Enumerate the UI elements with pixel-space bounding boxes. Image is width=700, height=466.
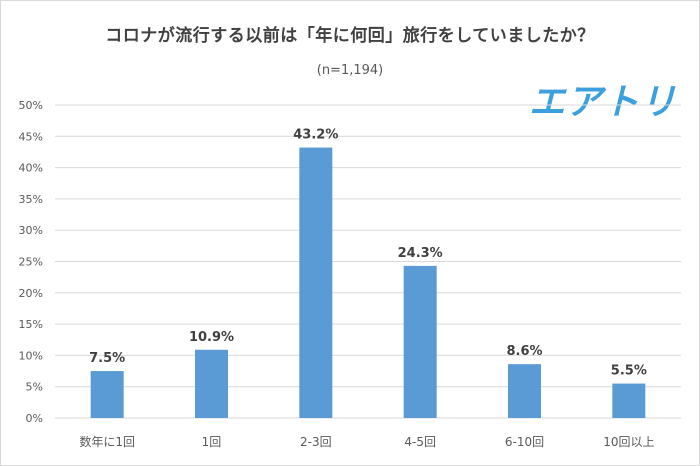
y-tick-label: 20% xyxy=(19,287,43,300)
bar xyxy=(612,383,646,418)
gridlines xyxy=(55,104,681,419)
bar xyxy=(90,371,124,418)
bar xyxy=(195,349,228,418)
y-tick-label: 35% xyxy=(19,193,43,206)
category-label: 2-3回 xyxy=(300,435,332,449)
data-label: 43.2% xyxy=(293,128,338,143)
y-tick-label: 30% xyxy=(19,224,43,237)
y-tick-label: 15% xyxy=(19,318,43,331)
category-label: 4-5回 xyxy=(404,435,436,449)
bars xyxy=(90,147,646,418)
bar xyxy=(403,265,437,418)
y-tick-label: 5% xyxy=(26,381,43,394)
category-label: 10回以上 xyxy=(603,435,654,449)
y-tick-label: 25% xyxy=(19,256,43,269)
y-tick-label: 10% xyxy=(19,349,43,362)
chart-title: コロナが流行する以前は「年に何回」旅行をしていましたか？ xyxy=(105,26,595,46)
data-label: 24.3% xyxy=(398,246,443,261)
chart-subtitle: (n=1,194) xyxy=(316,63,384,78)
data-label: 7.5% xyxy=(89,351,125,366)
y-tick-label: 50% xyxy=(19,99,43,112)
category-label: 数年に1回 xyxy=(79,434,135,449)
data-labels: 7.5% 10.9% 43.2% 24.3% 8.6% 5.5% xyxy=(89,128,647,379)
y-axis-ticks: 0% 5% 10% 15% 20% 25% 30% 35% 40% 45% 50% xyxy=(19,99,43,425)
y-tick-label: 40% xyxy=(19,162,43,175)
y-tick-label: 45% xyxy=(19,130,43,143)
bar xyxy=(299,147,333,418)
category-label: 1回 xyxy=(202,435,222,449)
brand-logo: エアトリ xyxy=(528,82,677,123)
data-label: 5.5% xyxy=(611,364,647,379)
category-label: 6-10回 xyxy=(505,435,544,449)
category-labels: 数年に1回 1回 2-3回 4-5回 6-10回 10回以上 xyxy=(79,434,654,449)
bar xyxy=(508,364,541,418)
data-label: 10.9% xyxy=(189,330,234,345)
data-label: 8.6% xyxy=(506,344,542,359)
y-tick-label: 0% xyxy=(26,412,43,425)
